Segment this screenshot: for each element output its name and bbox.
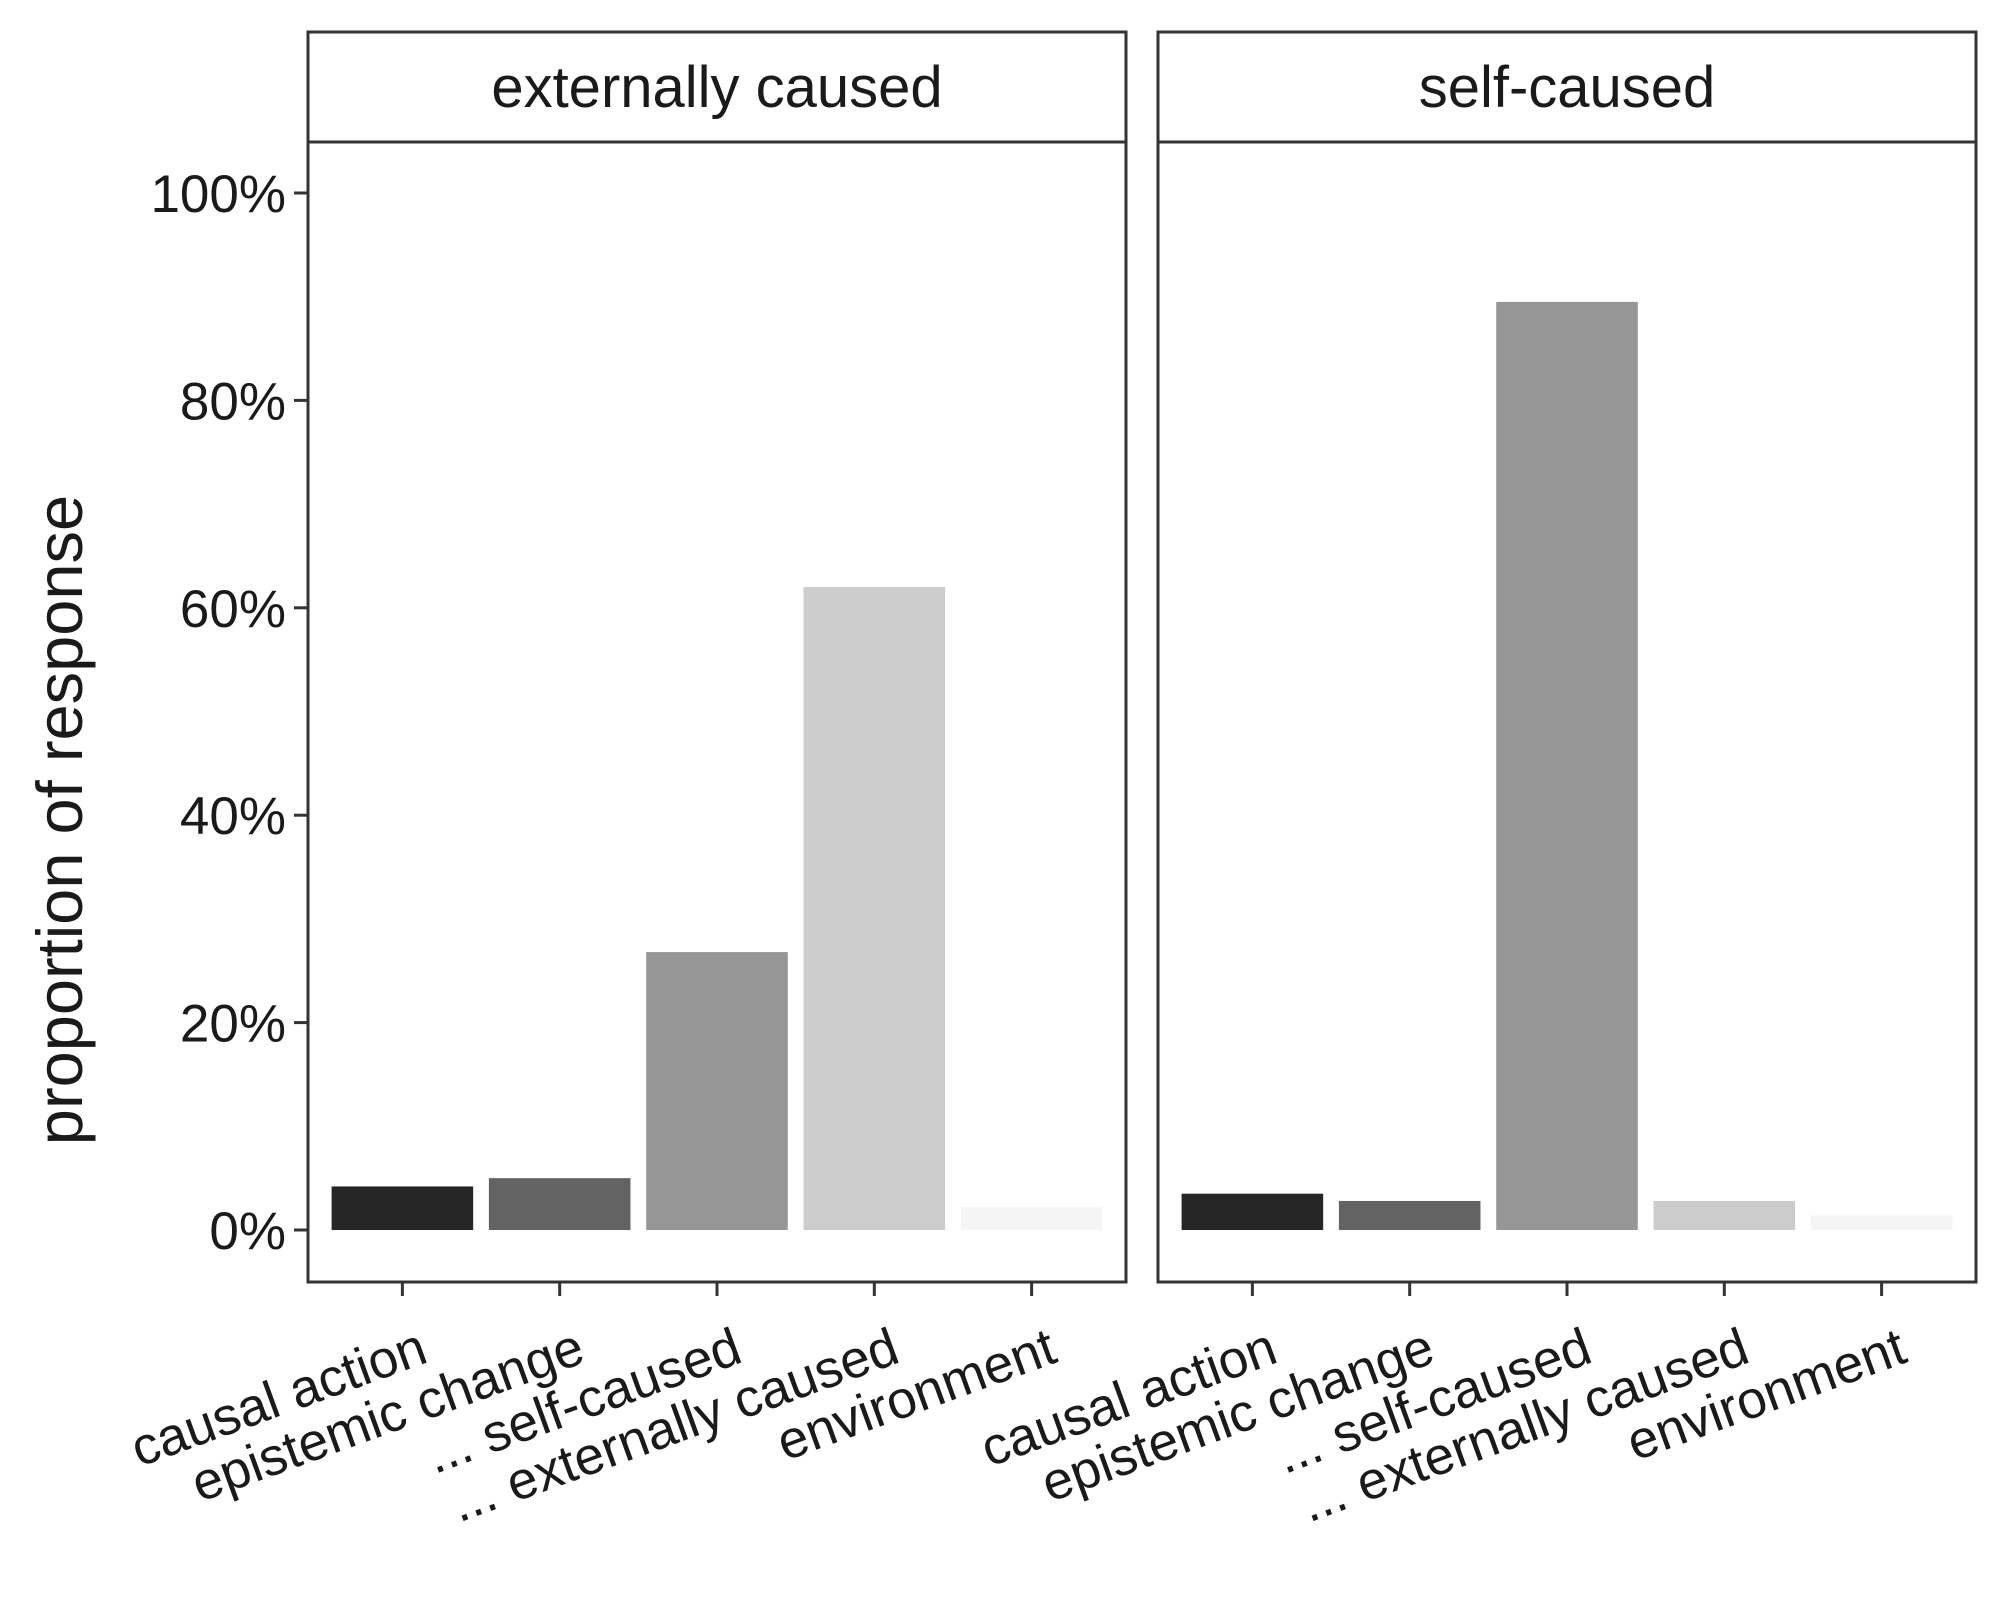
bar	[803, 587, 946, 1230]
bar	[646, 952, 788, 1230]
y-tick-label: 60%	[180, 580, 286, 639]
bar	[331, 1186, 474, 1230]
facet-strip	[1156, 30, 1978, 144]
y-tick-label: 20%	[180, 995, 286, 1054]
bar	[1338, 1200, 1481, 1230]
y-tick-label: 40%	[180, 787, 286, 846]
facet-strip	[306, 30, 1128, 144]
y-tick-label: 100%	[150, 165, 286, 224]
y-tick-label: 0%	[209, 1202, 286, 1261]
facet-strip-label: externally caused	[491, 55, 942, 120]
bar	[1496, 301, 1638, 1230]
y-tick-label: 80%	[180, 372, 286, 431]
bar	[1810, 1215, 1953, 1230]
bar	[960, 1207, 1103, 1230]
y-axis: 0% 20% 40% 60% 80% 100%	[150, 165, 308, 1261]
bar	[1181, 1193, 1324, 1230]
y-axis-title: proportion of response	[23, 495, 96, 1145]
bar	[488, 1178, 631, 1230]
bar	[1653, 1200, 1796, 1230]
facet-strip-label: self-caused	[1419, 55, 1716, 120]
